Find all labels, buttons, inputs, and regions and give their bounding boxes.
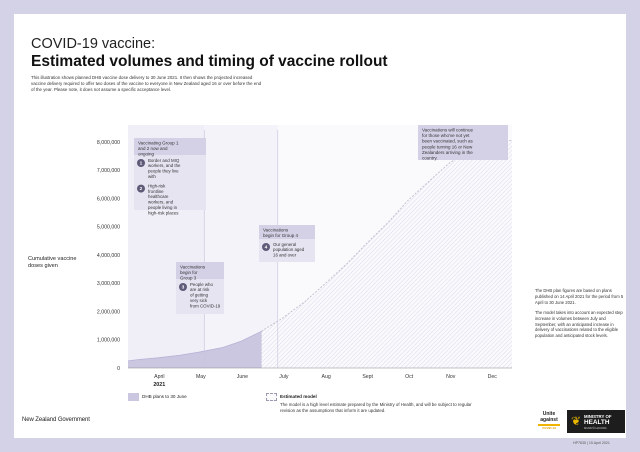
- callout-header-text: Vaccinations begin for Group 4: [263, 228, 299, 239]
- x-tick-label: Oct: [405, 374, 414, 380]
- y-tick-label: 1,000,000: [97, 338, 120, 344]
- callout-header-text: Vaccinating Group 1 and 2 now and ongoing: [138, 141, 179, 157]
- estimated-model-line: [261, 140, 513, 332]
- y-axis-label: Cumulative vaccine doses given: [28, 256, 77, 269]
- callout-item-text: Border and MIQ workers, and the people the…: [148, 158, 181, 179]
- moh-line1: MINISTRY OF: [584, 414, 612, 419]
- unite-against-covid-logo: Unite against COVID-19: [535, 411, 563, 432]
- x-tick-label: May: [196, 374, 206, 380]
- callout-number-badge: [262, 243, 270, 251]
- callout-item-text: People who are at risk of getting very sick…: [190, 282, 221, 309]
- moh-line3: MANATŪ HAUORA: [584, 427, 607, 430]
- dhb-plans-line: [127, 330, 262, 362]
- callout-number-badge: [179, 283, 187, 291]
- y-tick-label: 4,000,000: [97, 253, 120, 259]
- annotation-callout: Vaccinating Group 1 and 2 now and ongoing 1…: [134, 138, 206, 215]
- x-tick-label: Sept: [362, 374, 373, 380]
- unite-tag: COVID-19: [542, 426, 556, 431]
- callout-number-badge: [137, 184, 145, 193]
- callout-header-text: Vaccinations will continue for those who'…: [422, 128, 474, 161]
- dhb-plans-area: [128, 331, 262, 368]
- x-tick-label: Nov: [446, 374, 456, 380]
- callout-number-badge: [137, 159, 145, 167]
- moh-emblem-icon: ❦: [570, 414, 582, 428]
- annotation-callout: Vaccinations begin for Group 3 3 People who a…: [176, 262, 224, 314]
- right-note-dhb: The DHB plan figures are based on plans …: [535, 288, 624, 305]
- nz-government-logo: New Zealand Government: [22, 417, 90, 423]
- annotation-callout: Vaccinations begin for Group 4 4 Our genera…: [259, 225, 315, 262]
- right-side-note: The DHB plan figures are based on plans …: [535, 288, 627, 343]
- callout-header-band: [134, 138, 206, 155]
- y-tick-label: 2,000,000: [97, 309, 120, 315]
- page-title-line2: Estimated volumes and timing of vaccine …: [31, 53, 388, 70]
- y-tick-label: 3,000,000: [97, 281, 120, 287]
- right-note-model: The model takes into account an expected…: [535, 309, 623, 339]
- y-tick-label: 8,000,000: [97, 140, 120, 146]
- ministry-of-health-logo: ❦ MINISTRY OF HEALTH MANATŪ HAUORA: [567, 410, 625, 433]
- y-tick-label: 5,000,000: [97, 225, 120, 231]
- callout-header-band: [176, 262, 224, 279]
- callout-header-text: Vaccinations begin for Group 3: [180, 265, 206, 281]
- callout-number: 2: [140, 186, 143, 192]
- x-tick-label: June: [237, 374, 248, 380]
- legend-model-title: Estimated model: [280, 394, 317, 399]
- callout-item-text: High-risk frontline healthcare workers, and…: [148, 183, 179, 215]
- unite-underline: [538, 424, 560, 427]
- intro-text: This illustration shows planned DHB vacc…: [31, 75, 262, 93]
- x-tick-label: Dec: [488, 374, 498, 380]
- moh-line2: HEALTH: [584, 419, 610, 426]
- x-tick-label: July: [279, 374, 289, 380]
- legend-dhb-label: DHB plans to 30 June: [142, 394, 187, 399]
- legend-model-text: The model is a high level estimate prepa…: [280, 402, 472, 413]
- callout-item-text: Our general population aged 16 and over: [273, 242, 305, 258]
- callout-number: 4: [265, 245, 268, 251]
- x-tick-label: Aug: [322, 374, 331, 380]
- callout-number: 3: [182, 285, 185, 291]
- annotation-callout: Vaccinations will continue for those who'…: [418, 125, 508, 161]
- page-title-line1: COVID-19 vaccine:: [31, 36, 156, 52]
- y-tick-label: 0: [117, 366, 120, 372]
- y-tick-label: 6,000,000: [97, 196, 120, 202]
- legend-model-swatch: [266, 393, 277, 401]
- unite-text: Unite against: [540, 411, 558, 423]
- callout-header-band: [418, 125, 508, 160]
- callout-number: 1: [140, 161, 143, 167]
- x-year-label: 2021: [153, 382, 165, 388]
- legend-dhb-swatch: [128, 393, 139, 401]
- estimated-model-area: [261, 140, 512, 368]
- y-tick-label: 7,000,000: [97, 168, 120, 174]
- callout-header-band: [259, 225, 315, 239]
- x-tick-label: April: [154, 374, 164, 380]
- reference-code: HP7635 | 15 April 2021: [573, 441, 610, 445]
